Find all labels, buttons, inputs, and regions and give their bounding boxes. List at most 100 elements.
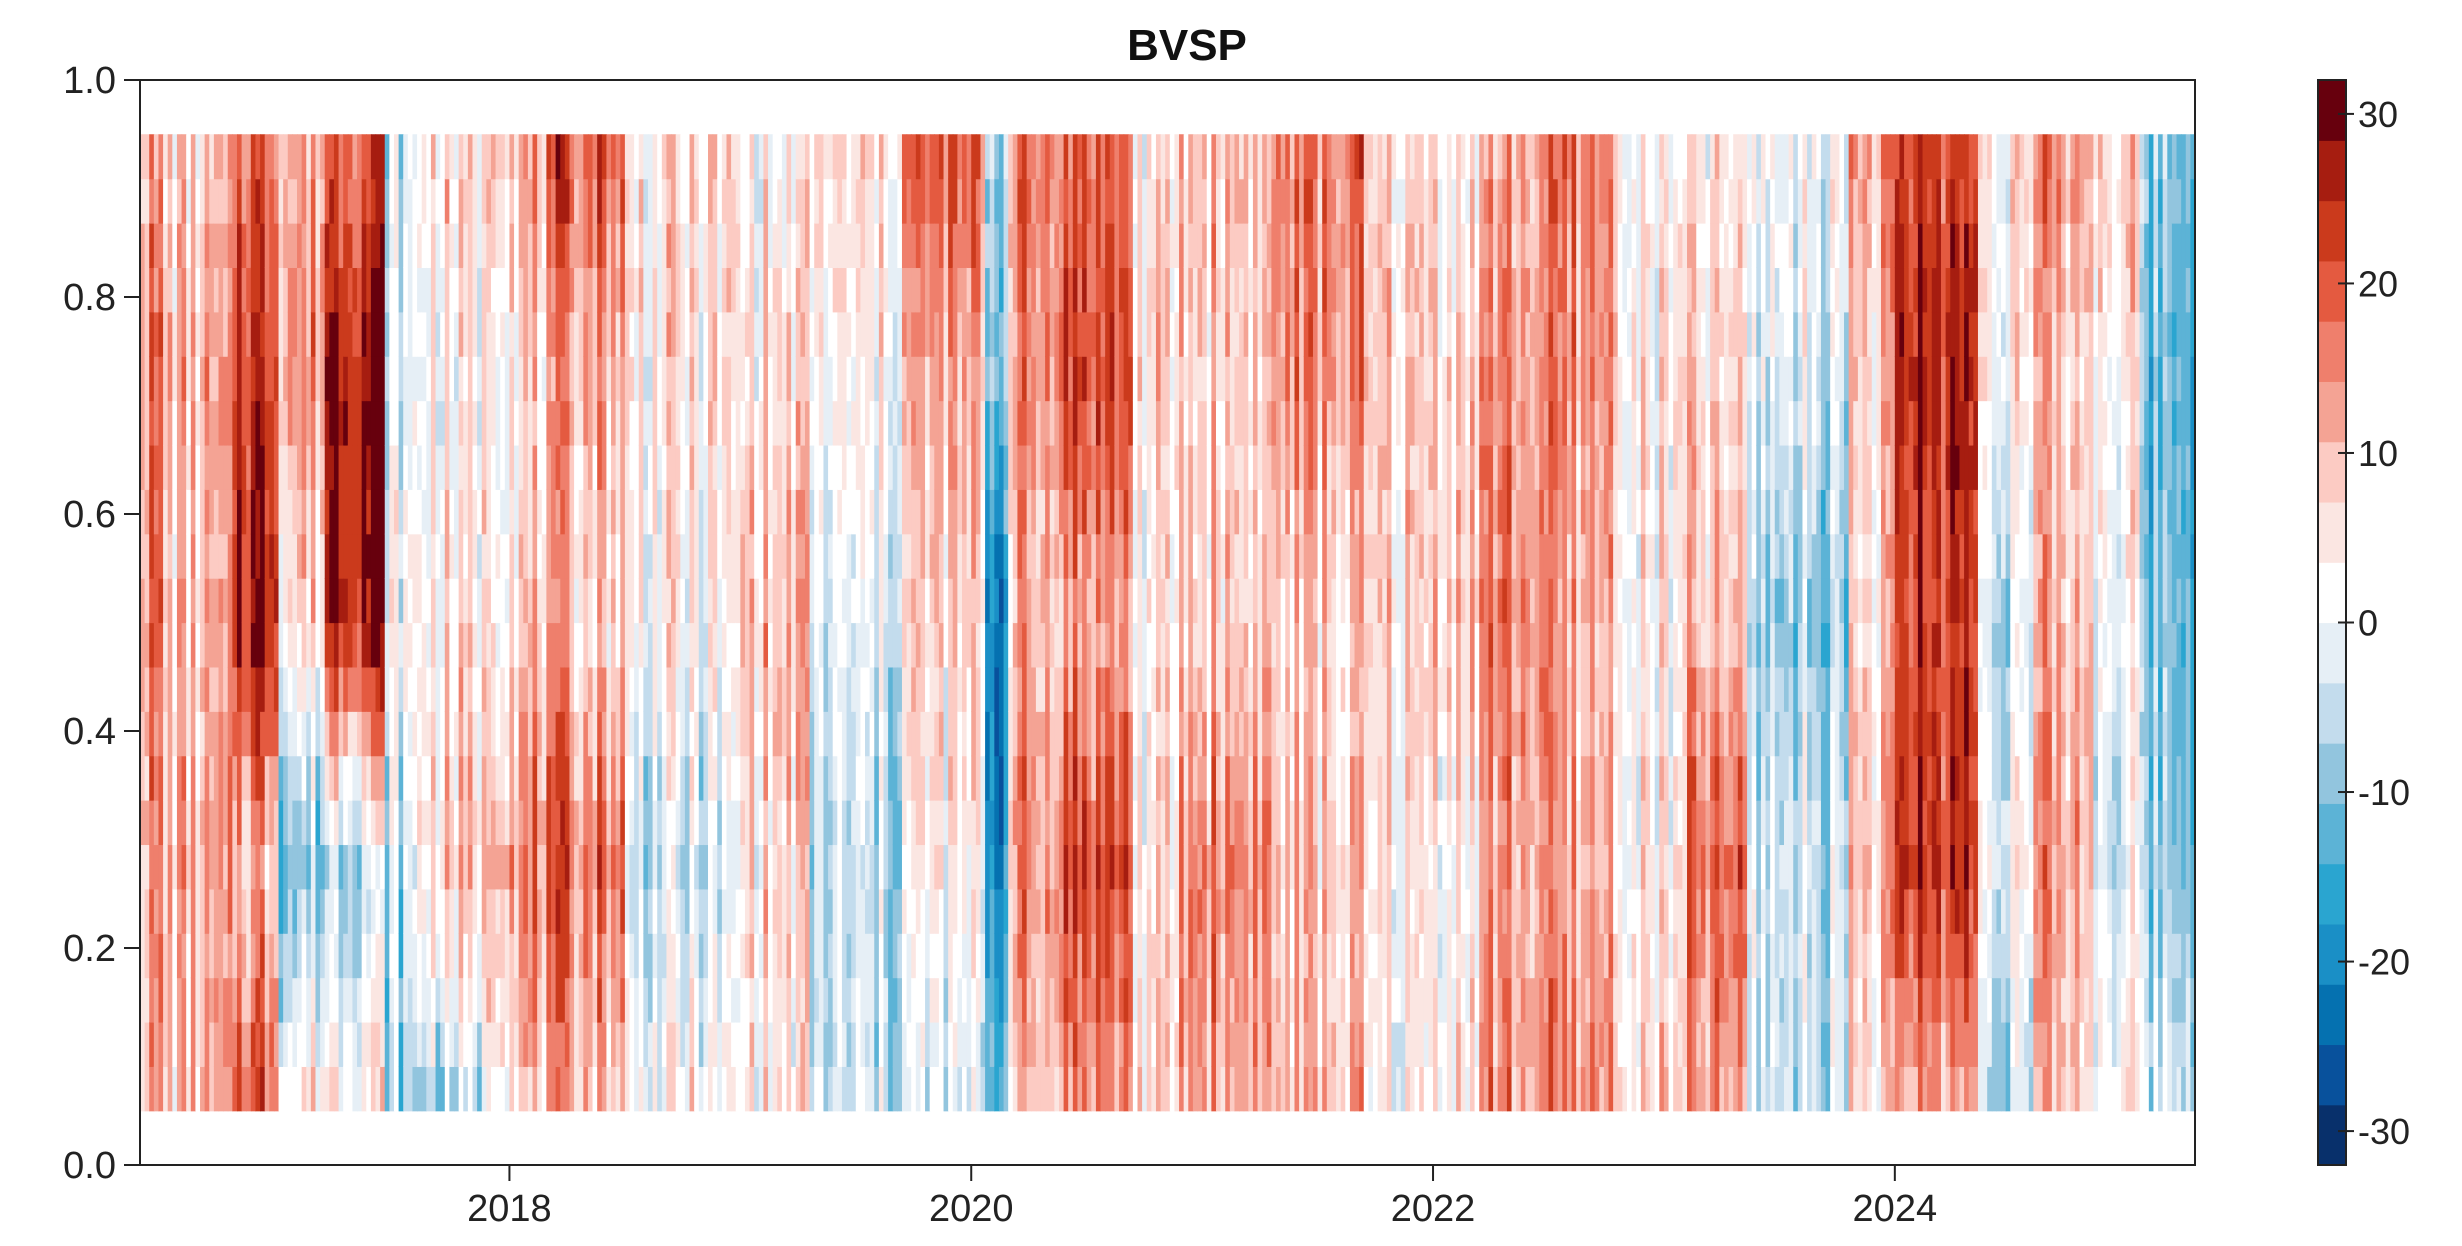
heatmap-cell [393, 356, 400, 402]
heatmap-cell [620, 844, 626, 890]
heatmap-cell [620, 356, 626, 402]
heatmap-cell [721, 444, 728, 490]
heatmap-cell [435, 400, 441, 446]
heatmap-cell [398, 1066, 404, 1112]
heatmap-cell [140, 444, 146, 490]
heatmap-cell [555, 400, 561, 446]
heatmap-cell [883, 1066, 889, 1112]
heatmap-cell [1077, 622, 1083, 668]
heatmap-cell [324, 933, 330, 979]
heatmap-cell [227, 400, 233, 446]
heatmap-cell [380, 1021, 386, 1067]
heatmap-cell [768, 444, 774, 490]
heatmap-cell [172, 1021, 178, 1067]
heatmap-cell [985, 800, 991, 846]
heatmap-cell [403, 711, 409, 757]
heatmap-cell [264, 178, 270, 224]
heatmap-cell [357, 178, 363, 224]
heatmap-cell [357, 711, 363, 757]
heatmap-cell [1003, 578, 1009, 624]
heatmap-cell [800, 267, 806, 313]
heatmap-cell [449, 1066, 455, 1112]
heatmap-cell [1128, 267, 1134, 313]
heatmap-cell [477, 400, 483, 446]
heatmap-cell [998, 711, 1005, 757]
heatmap-cell [703, 800, 709, 846]
heatmap-cell [777, 311, 783, 357]
heatmap-cell [1169, 1066, 1176, 1112]
heatmap-cell [555, 444, 561, 490]
heatmap-cell [523, 267, 529, 313]
heatmap-cell [1142, 622, 1148, 668]
heatmap-cell [1137, 933, 1143, 979]
heatmap-cell [772, 711, 778, 757]
heatmap-cell [269, 755, 275, 801]
heatmap-cell [523, 223, 529, 269]
heatmap-cell [823, 711, 829, 757]
heatmap-cell [537, 755, 543, 801]
heatmap-cell [532, 267, 538, 313]
heatmap-cell [250, 178, 257, 224]
heatmap-cell [398, 933, 404, 979]
heatmap-cell [1045, 755, 1051, 801]
heatmap-cell [181, 844, 187, 890]
heatmap-cell [684, 311, 691, 357]
heatmap-cell [389, 223, 395, 269]
heatmap-cell [809, 666, 815, 712]
heatmap-cell [675, 622, 681, 668]
heatmap-cell [495, 1021, 501, 1067]
heatmap-cell [195, 977, 201, 1023]
heatmap-cell [523, 977, 529, 1023]
heatmap-cell [666, 1066, 672, 1112]
heatmap-cell [652, 666, 658, 712]
heatmap-cell [712, 444, 718, 490]
heatmap-cell [832, 711, 838, 757]
heatmap-cell [1123, 533, 1129, 579]
heatmap-cell [361, 666, 367, 712]
heatmap-cell [1188, 1066, 1194, 1112]
heatmap-cell [638, 311, 644, 357]
heatmap-cell [615, 489, 621, 535]
heatmap-cell [186, 800, 192, 846]
heatmap-cell [883, 888, 889, 934]
heatmap-cell [837, 356, 843, 402]
heatmap-cell [320, 800, 326, 846]
heatmap-cell [1045, 844, 1051, 890]
heatmap-cell [804, 223, 811, 269]
heatmap-cell [1105, 267, 1111, 313]
heatmap-cell [260, 178, 266, 224]
heatmap-cell [740, 489, 746, 535]
heatmap-cell [269, 489, 275, 535]
heatmap-cell [153, 400, 160, 446]
heatmap-cell [943, 755, 949, 801]
heatmap-cell [153, 267, 160, 313]
heatmap-cell [435, 444, 441, 490]
heatmap-cell [167, 134, 173, 180]
heatmap-cell [606, 356, 612, 402]
heatmap-cell [698, 223, 704, 269]
heatmap-cell [1077, 356, 1083, 402]
heatmap-cell [209, 800, 215, 846]
heatmap-cell [204, 977, 210, 1023]
heatmap-cell [744, 533, 751, 579]
heatmap-cell [320, 134, 326, 180]
heatmap-cell [500, 223, 506, 269]
heatmap-cell [689, 1021, 695, 1067]
heatmap-cell [966, 223, 972, 269]
heatmap-cell [1017, 578, 1023, 624]
heatmap-cell [998, 844, 1005, 890]
heatmap-cell [518, 267, 524, 313]
heatmap-cell [490, 1066, 497, 1112]
heatmap-cell [555, 489, 561, 535]
heatmap-cell [551, 1066, 557, 1112]
heatmap-cell [966, 267, 972, 313]
heatmap-cell [241, 444, 247, 490]
heatmap-cell [1179, 1066, 1185, 1112]
heatmap-cell [250, 267, 257, 313]
heatmap-cell [435, 178, 441, 224]
heatmap-cell [255, 489, 261, 535]
heatmap-cell [449, 800, 455, 846]
heatmap-cell [569, 356, 575, 402]
heatmap-cell [1155, 1021, 1162, 1067]
heatmap-cell [957, 311, 963, 357]
